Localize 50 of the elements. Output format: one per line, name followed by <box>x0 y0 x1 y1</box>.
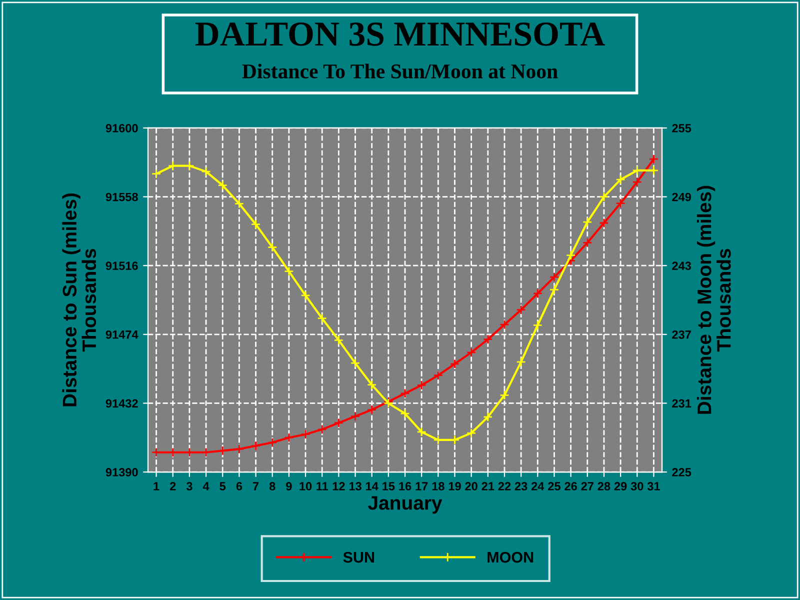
y-tick-label: 91558 <box>106 192 138 202</box>
legend-label: SUN <box>343 552 374 563</box>
x-tick-label: 31 <box>647 482 660 490</box>
y2-tick-label: 249 <box>672 192 691 202</box>
x-tick-label: 3 <box>186 482 192 490</box>
legend-label: MOON <box>488 552 534 563</box>
x-tick-label: 19 <box>448 482 461 490</box>
y-tick-label: 91600 <box>106 124 138 132</box>
y2-tick-label: 225 <box>672 468 692 476</box>
y2-axis-title: Distance to Moon (miles) Thousands <box>696 186 731 414</box>
x-tick-label: 15 <box>382 482 395 490</box>
x-tick-label: 14 <box>366 482 378 490</box>
x-tick-label: 23 <box>514 482 528 490</box>
x-tick-label: 7 <box>253 482 259 490</box>
x-axis-title: January <box>368 496 442 514</box>
x-tick-label: 6 <box>236 482 242 490</box>
y-tick-label: 91516 <box>106 262 138 270</box>
x-tick-label: 30 <box>630 482 644 490</box>
x-tick-label: 25 <box>548 482 560 490</box>
x-tick-label: 5 <box>220 482 226 490</box>
y-axis-title: Distance to Sun (miles) Thousands <box>62 193 96 406</box>
x-tick-label: 9 <box>286 482 292 490</box>
x-tick-label: 8 <box>269 482 276 490</box>
x-tick-label: 22 <box>498 482 511 490</box>
chart-subtitle: Distance To The Sun/Moon at Noon <box>242 64 558 78</box>
x-tick-label: 24 <box>531 482 544 490</box>
x-tick-label: 26 <box>564 482 577 490</box>
y2-tick-label: 243 <box>672 262 691 270</box>
chart-title: DALTON 3S MINNESOTA <box>195 22 605 46</box>
x-tick-label: 18 <box>432 482 444 490</box>
x-tick-label: 2 <box>170 482 176 490</box>
y-tick-label: 91390 <box>106 468 138 476</box>
y2-tick-label: 255 <box>672 124 692 132</box>
x-tick-label: 4 <box>202 482 210 490</box>
y2-tick-label: 237 <box>672 330 691 339</box>
x-tick-label: 13 <box>349 482 362 490</box>
x-tick-label: 21 <box>482 482 494 490</box>
x-tick-label: 17 <box>416 482 428 490</box>
x-tick-label: 16 <box>399 482 412 490</box>
x-tick-label: 29 <box>614 482 627 490</box>
x-tick-label: 1 <box>154 482 160 490</box>
x-tick-label: 28 <box>598 482 610 490</box>
x-tick-label: 27 <box>581 482 594 490</box>
y-tick-label: 91474 <box>106 330 138 339</box>
y2-tick-label: 231 <box>672 399 692 408</box>
y-tick-label: 91432 <box>106 399 138 408</box>
x-tick-label: 12 <box>332 482 345 490</box>
x-tick-label: 20 <box>465 482 478 490</box>
x-tick-label: 11 <box>316 482 328 490</box>
x-tick-label: 10 <box>300 482 312 490</box>
